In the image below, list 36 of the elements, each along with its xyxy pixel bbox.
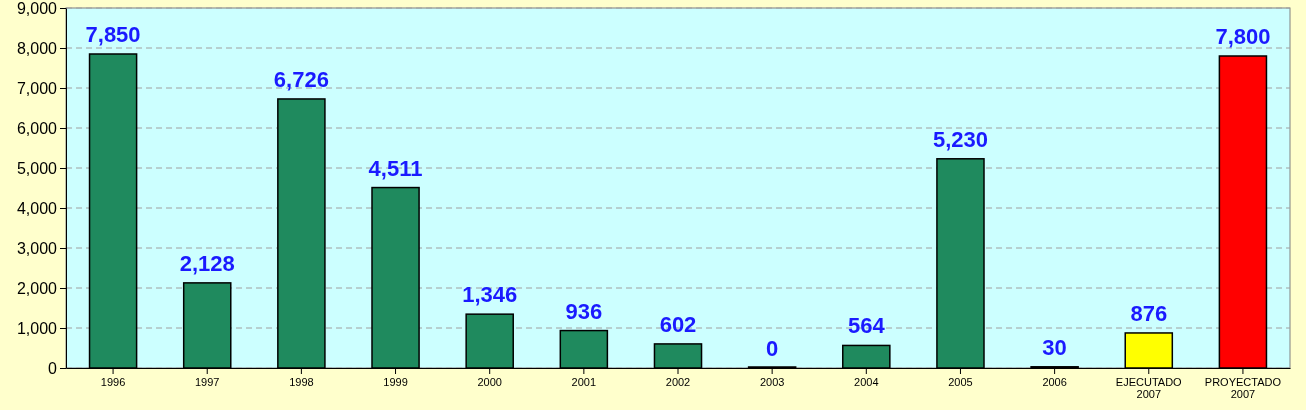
x-tick-label: 1997 (194, 376, 220, 388)
y-tick-label: 0 (48, 359, 58, 377)
x-tick-label: 2000 (477, 376, 502, 388)
x-tick-label: 2005 (948, 376, 973, 388)
y-tick-label: 6,000 (16, 119, 58, 137)
x-tick-label: 1998 (289, 376, 314, 388)
x-tick-label: PROYECTADO 2007 (1204, 376, 1282, 400)
data-label: 6,726 (273, 66, 329, 92)
y-tick-label: 8,000 (16, 39, 58, 57)
data-label: 936 (565, 298, 603, 324)
x-tick-label: 2002 (665, 376, 691, 388)
data-label: 5,230 (932, 126, 988, 152)
data-label: 7,800 (1215, 24, 1271, 49)
x-tick-label: 2003 (759, 376, 785, 388)
y-tick-label: 1,000 (16, 319, 58, 337)
data-label: 1,346 (462, 282, 518, 308)
y-tick-label: 9,000 (16, 0, 58, 17)
y-tick-label: 3,000 (16, 239, 58, 257)
y-tick-label: 4,000 (16, 199, 58, 217)
x-tick-label: 2004 (854, 376, 879, 388)
y-tick-label: 5,000 (16, 159, 58, 177)
y-tick-label: 2,000 (16, 279, 58, 297)
data-label: 602 (659, 311, 697, 337)
data-label: 564 (847, 313, 886, 339)
x-tick-label: 2001 (571, 376, 597, 388)
x-tick-label: EJECUTADO 2007 (1115, 376, 1183, 400)
data-label: 30 (1042, 334, 1067, 360)
data-label: 4,511 (368, 155, 423, 181)
x-tick-label: 1999 (383, 376, 408, 388)
data-label: 876 (1130, 300, 1168, 326)
x-tick-label: 2006 (1042, 376, 1067, 388)
data-label: 7,850 (85, 22, 141, 47)
data-label: 0 (766, 336, 779, 361)
data-label: 2,128 (179, 250, 235, 276)
x-tick-label: 1996 (100, 376, 126, 388)
y-tick-label: 7,000 (16, 79, 58, 97)
